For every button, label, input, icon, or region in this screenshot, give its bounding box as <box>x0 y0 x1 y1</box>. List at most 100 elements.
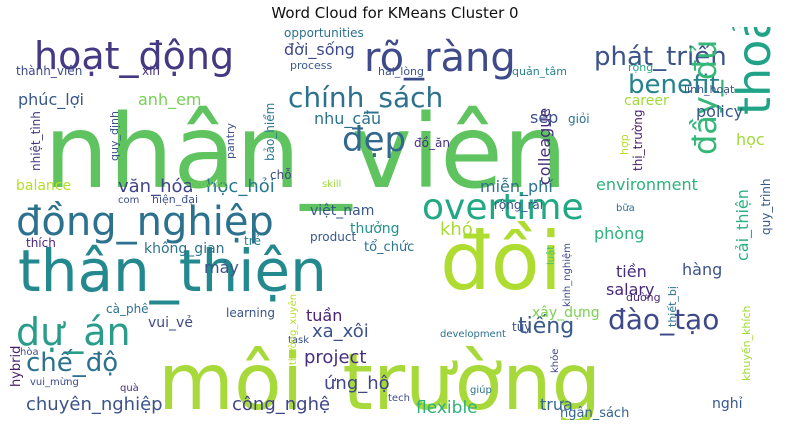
word-thân-thiện: thân_thiện <box>18 237 327 305</box>
word-development: development <box>440 329 506 340</box>
word-thị-trường: thị_trường <box>631 110 645 171</box>
word-thường-xuyên: thường_xuyên <box>287 294 299 365</box>
word-đầy-đủ: đầy_đủ <box>686 40 724 155</box>
word-com: com <box>118 195 139 206</box>
word-dự-án: dự_án <box>16 310 131 354</box>
word-overtime: overtime <box>422 187 584 228</box>
word-tiền: tiền <box>616 262 647 281</box>
word-thoải-mái: thoải_mái <box>727 27 780 115</box>
word-phòng: phòng <box>594 224 644 243</box>
word-learning: learning <box>226 306 275 320</box>
word-việt-nam: việt_nam <box>310 203 374 219</box>
word-xin: xin <box>142 64 160 78</box>
word-quy-định: quy_định <box>108 111 121 161</box>
word-đào-tạo: đào_tạo <box>608 303 719 336</box>
word-giúp: giúp <box>470 384 492 396</box>
word-vui-mừng: vui_mừng <box>30 376 79 388</box>
word-rộng-rãi: rộng_rãi <box>494 198 543 212</box>
word-benefit: benefit <box>628 70 720 100</box>
word-rộng: rộng <box>628 61 653 74</box>
word-cloud: nhân_viên môi_trường thân_thiện đồi đồng_ngh… <box>10 27 780 420</box>
word-hòa: hòa <box>20 346 39 358</box>
word-giỏi: giỏi <box>568 112 590 126</box>
word-skill: skill <box>322 179 341 190</box>
word-đời-sống: đời_sống <box>284 40 355 60</box>
word-linh-hoạt: linh_hoạt <box>684 83 735 96</box>
word-hàng: hàng <box>682 260 722 279</box>
word-vui-vẻ: vui_vẻ <box>148 315 193 331</box>
word-học: học <box>736 130 765 149</box>
word-provide: provide <box>190 179 228 190</box>
word-policy: policy <box>696 102 743 121</box>
word-kinh-nghiệm: kinh_nghiệm <box>561 243 573 307</box>
word-hybrid: hybrid <box>10 346 24 387</box>
word-tổ-chức: tổ_chức <box>364 240 414 255</box>
word-chuyên-nghiệp: chuyên_nghiệp <box>26 394 163 415</box>
word-luật: luật <box>545 246 557 265</box>
word-miễn-phí: miễn_phí <box>480 177 553 197</box>
word-salary: salary <box>606 280 654 299</box>
word-nghỉ: nghỉ <box>712 396 743 412</box>
word-thành-viên: thành_viên <box>16 64 82 78</box>
word-đồi: đồi <box>440 215 562 308</box>
word-tech: tech <box>388 393 410 404</box>
word-chỗ: chỗ <box>270 168 292 182</box>
word-công-nghệ: công_nghệ <box>232 394 330 415</box>
word-tùy: tùy <box>512 320 531 334</box>
word-tiếng: tiếng <box>518 314 574 339</box>
word-quà: quà <box>120 382 139 394</box>
word-flexible: flexible <box>416 398 478 418</box>
word-thiết-bị: thiết_bị <box>666 286 679 327</box>
word-văn-hóa: văn_hóa <box>118 176 194 197</box>
word-thích: thích <box>26 236 56 250</box>
word-đẹp: đẹp <box>342 120 406 160</box>
word-colleague: colleague <box>535 108 554 185</box>
word-project: project <box>304 347 366 368</box>
word-tuần: tuần <box>306 306 342 325</box>
word-hoạt-động: hoạt_động <box>34 34 234 78</box>
word-trẻ: trẻ <box>244 234 261 248</box>
word-quản-tâm: quản_tâm <box>512 65 567 78</box>
word-khuyến-khích: khuyến_khích <box>740 305 753 381</box>
word-máy: máy <box>204 258 239 277</box>
word-khó: khó <box>440 219 473 240</box>
word-bảo-hiểm: bảo_hiểm <box>263 103 277 161</box>
word-anh-em: anh_em <box>138 90 202 110</box>
word-môi-trường: môi_trường <box>158 338 601 420</box>
word-thưởng: thưởng <box>350 221 400 237</box>
word-nhu-cầu: nhu_cầu <box>314 109 381 129</box>
word-sếp: sếp <box>530 108 558 127</box>
word-đồng-nghiệp: đồng_nghiệp <box>16 199 274 245</box>
word-career: career <box>624 93 669 109</box>
word-ngân-sách: ngân_sách <box>560 406 629 420</box>
word-xây-dựng: xây_dựng <box>532 305 600 321</box>
word-nhiệt-tình: nhiệt_tình <box>29 111 43 171</box>
word-pantry: pantry <box>224 122 237 159</box>
word-hiện-đại: hiện_đại <box>152 193 198 206</box>
word-phúc-lợi: phúc_lợi <box>18 90 84 110</box>
word-xa-xôi: xa_xôi <box>312 321 369 342</box>
word-bữa: bữa <box>616 203 635 214</box>
word-phát-triển: phát_triển <box>594 41 727 72</box>
word-opportunities: opportunities <box>284 27 364 40</box>
word-nhân-viên: nhân_viên <box>44 93 568 212</box>
word-rõ-ràng: rõ_ràng <box>364 35 516 81</box>
word-process: process <box>290 59 333 72</box>
word-đồ-ăn: đồ_ăn <box>414 136 450 150</box>
word-cải-thiện: cải_thiện <box>733 189 753 261</box>
word-trưa: trưa <box>540 395 573 414</box>
word-chính-sách: chính_sách <box>288 81 443 114</box>
word-cà-phê: cà_phê <box>106 302 149 316</box>
word-hợp: hợp <box>618 134 631 155</box>
word-không-gian: không_gian <box>144 241 225 257</box>
word-product: product <box>310 230 356 244</box>
word-ứng-hộ: ứng_hộ <box>324 373 390 394</box>
word-hài-lòng: hài_lòng <box>378 65 424 78</box>
word-quy-trình: quy_trình <box>759 178 773 235</box>
word-task: task <box>288 335 309 346</box>
word-balance: balance <box>16 178 71 194</box>
word-chế-độ: chế_độ <box>26 348 118 378</box>
word-environment: environment <box>596 175 698 194</box>
chart-title: Word Cloud for KMeans Cluster 0 <box>271 4 519 22</box>
word-đường: đường <box>626 291 661 304</box>
